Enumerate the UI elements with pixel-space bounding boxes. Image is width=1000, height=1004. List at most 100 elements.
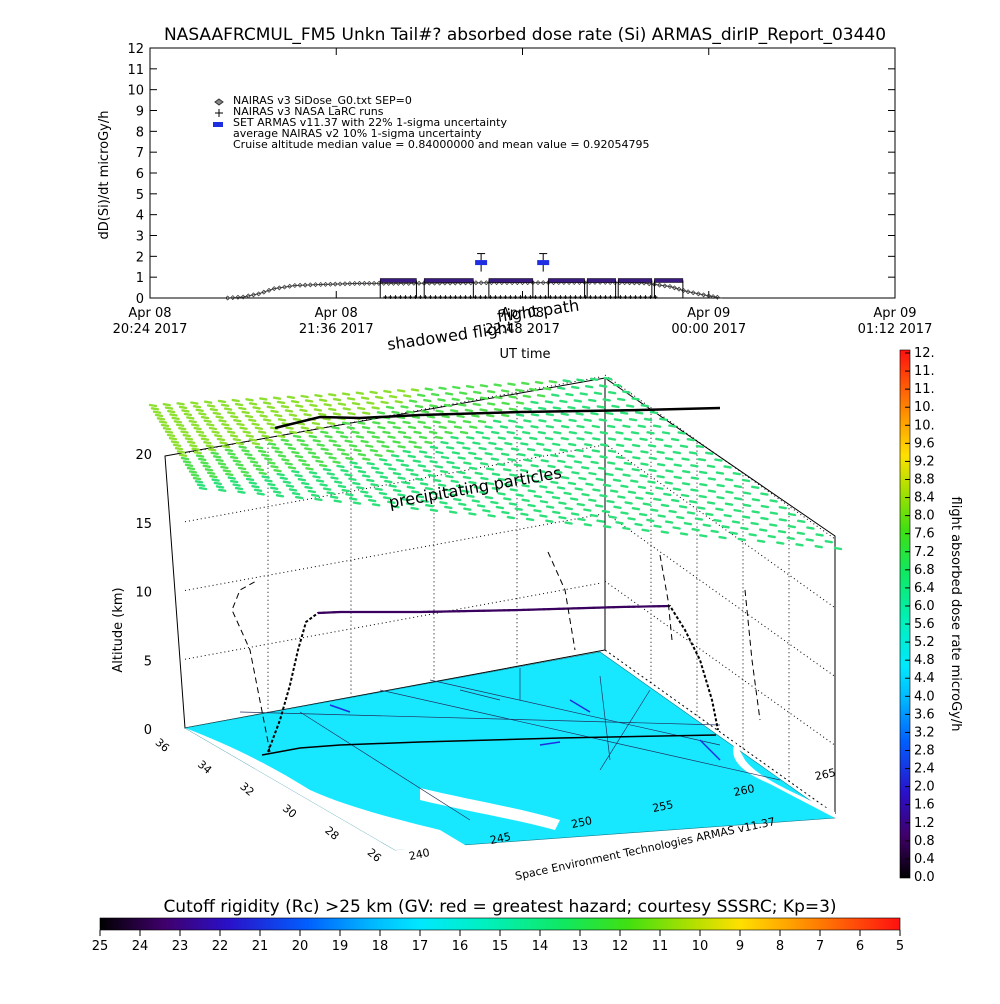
precip-dash [291,470,300,474]
nairas-v3-marker [327,281,333,287]
nairas-larc-marker [553,294,558,299]
nairas-v3-marker [352,281,358,287]
precip-dash [741,515,751,519]
precip-dash [622,390,631,394]
precip-dash [497,477,507,482]
top-chart-series [225,253,722,301]
precip-dash [725,490,734,494]
precip-dash [202,464,211,469]
dose-rate-tick-label: 3.6 [914,707,935,722]
precip-dash [218,419,227,423]
precip-dash [740,526,749,531]
precip-dash [466,436,475,440]
precip-dash [286,395,296,400]
precip-dash [252,406,261,410]
precip-dash [653,497,662,502]
precip-dash [530,425,539,429]
precip-dash [248,438,258,442]
precip-dash [814,544,823,549]
top-x-axis-label: UT time [500,347,551,362]
precip-dash [277,434,286,438]
precip-dash [403,435,412,440]
precip-dash [581,405,591,409]
precip-dash [182,433,191,438]
precip-dash [699,482,708,487]
precip-dash [186,466,196,471]
precip-dash [379,475,389,479]
nairas-larc-marker [458,294,463,299]
dose-rate-tick-label: 5.6 [914,617,935,632]
precip-dash [508,407,518,411]
precip-dash [576,424,585,429]
precip-dash [166,433,176,438]
precip-dash [477,419,487,424]
precip-dash [486,390,496,394]
precip-dash [357,453,367,457]
precip-dash [193,450,203,455]
precip-dash [631,468,640,472]
precip-dash [710,529,719,534]
precip-dash [751,510,760,514]
precip-dash [270,465,279,469]
nairas-larc-marker [633,294,638,299]
precip-dash [450,409,459,413]
precip-dash [750,521,759,526]
precip-dash [191,447,200,451]
top-y-axis-label: dD(Si)/dt microGy/h [97,111,112,240]
precip-dash [348,477,357,481]
precip-dash [180,456,190,461]
precip-dash [257,449,267,454]
precip-dash [238,406,247,411]
precip-dash [383,389,392,394]
precip-dash [205,444,215,448]
precip-dash [220,465,229,470]
nairas-larc-marker [558,294,563,299]
precip-dash [215,485,225,489]
precip-dash [538,419,547,423]
precip-dash [341,488,350,493]
precip-dash [311,421,321,426]
precip-dash [259,397,268,401]
precip-dash [417,464,427,468]
precip-dash [352,501,362,505]
precip-dash [479,408,488,412]
precip-dash [624,501,633,505]
precip-dash [544,436,554,441]
precip-dash [497,492,506,496]
precip-dash [200,461,209,465]
nairas-larc-marker [478,294,483,299]
cutoff-tick-label: 10 [692,939,709,954]
precip-dash [529,436,538,441]
nairas-v3-marker [332,281,338,287]
precip-dash [777,529,787,534]
nairas-v3-marker [667,284,673,290]
gulf-coast [733,742,835,818]
precip-dash [521,498,530,503]
precip-dash [300,426,310,430]
precip-dash [503,497,512,501]
precip-dash [172,443,182,448]
precip-dash [176,402,185,406]
precip-dash [405,468,414,472]
precip-dash [444,430,453,435]
precip-dash [530,464,539,468]
precip-dash [668,424,677,428]
precip-dash [522,430,531,435]
precip-dash [237,490,246,494]
precip-dash [515,493,524,497]
cutoff-tick-label: 11 [652,939,669,954]
precip-dash [688,500,698,504]
precip-dash [253,488,263,493]
precip-dash [639,437,648,442]
precip-dash [206,404,216,408]
precip-dash [322,487,332,491]
precip-dash [540,459,549,463]
precip-dash [614,467,624,471]
precip-dash [301,481,310,486]
dose-rate-tick-label: 2.0 [914,780,935,795]
precip-dash [200,415,210,420]
precip-dash [451,451,461,455]
cutoff-tick-label: 8 [776,939,784,954]
precip-dash [227,476,236,480]
precip-dash [697,506,706,510]
